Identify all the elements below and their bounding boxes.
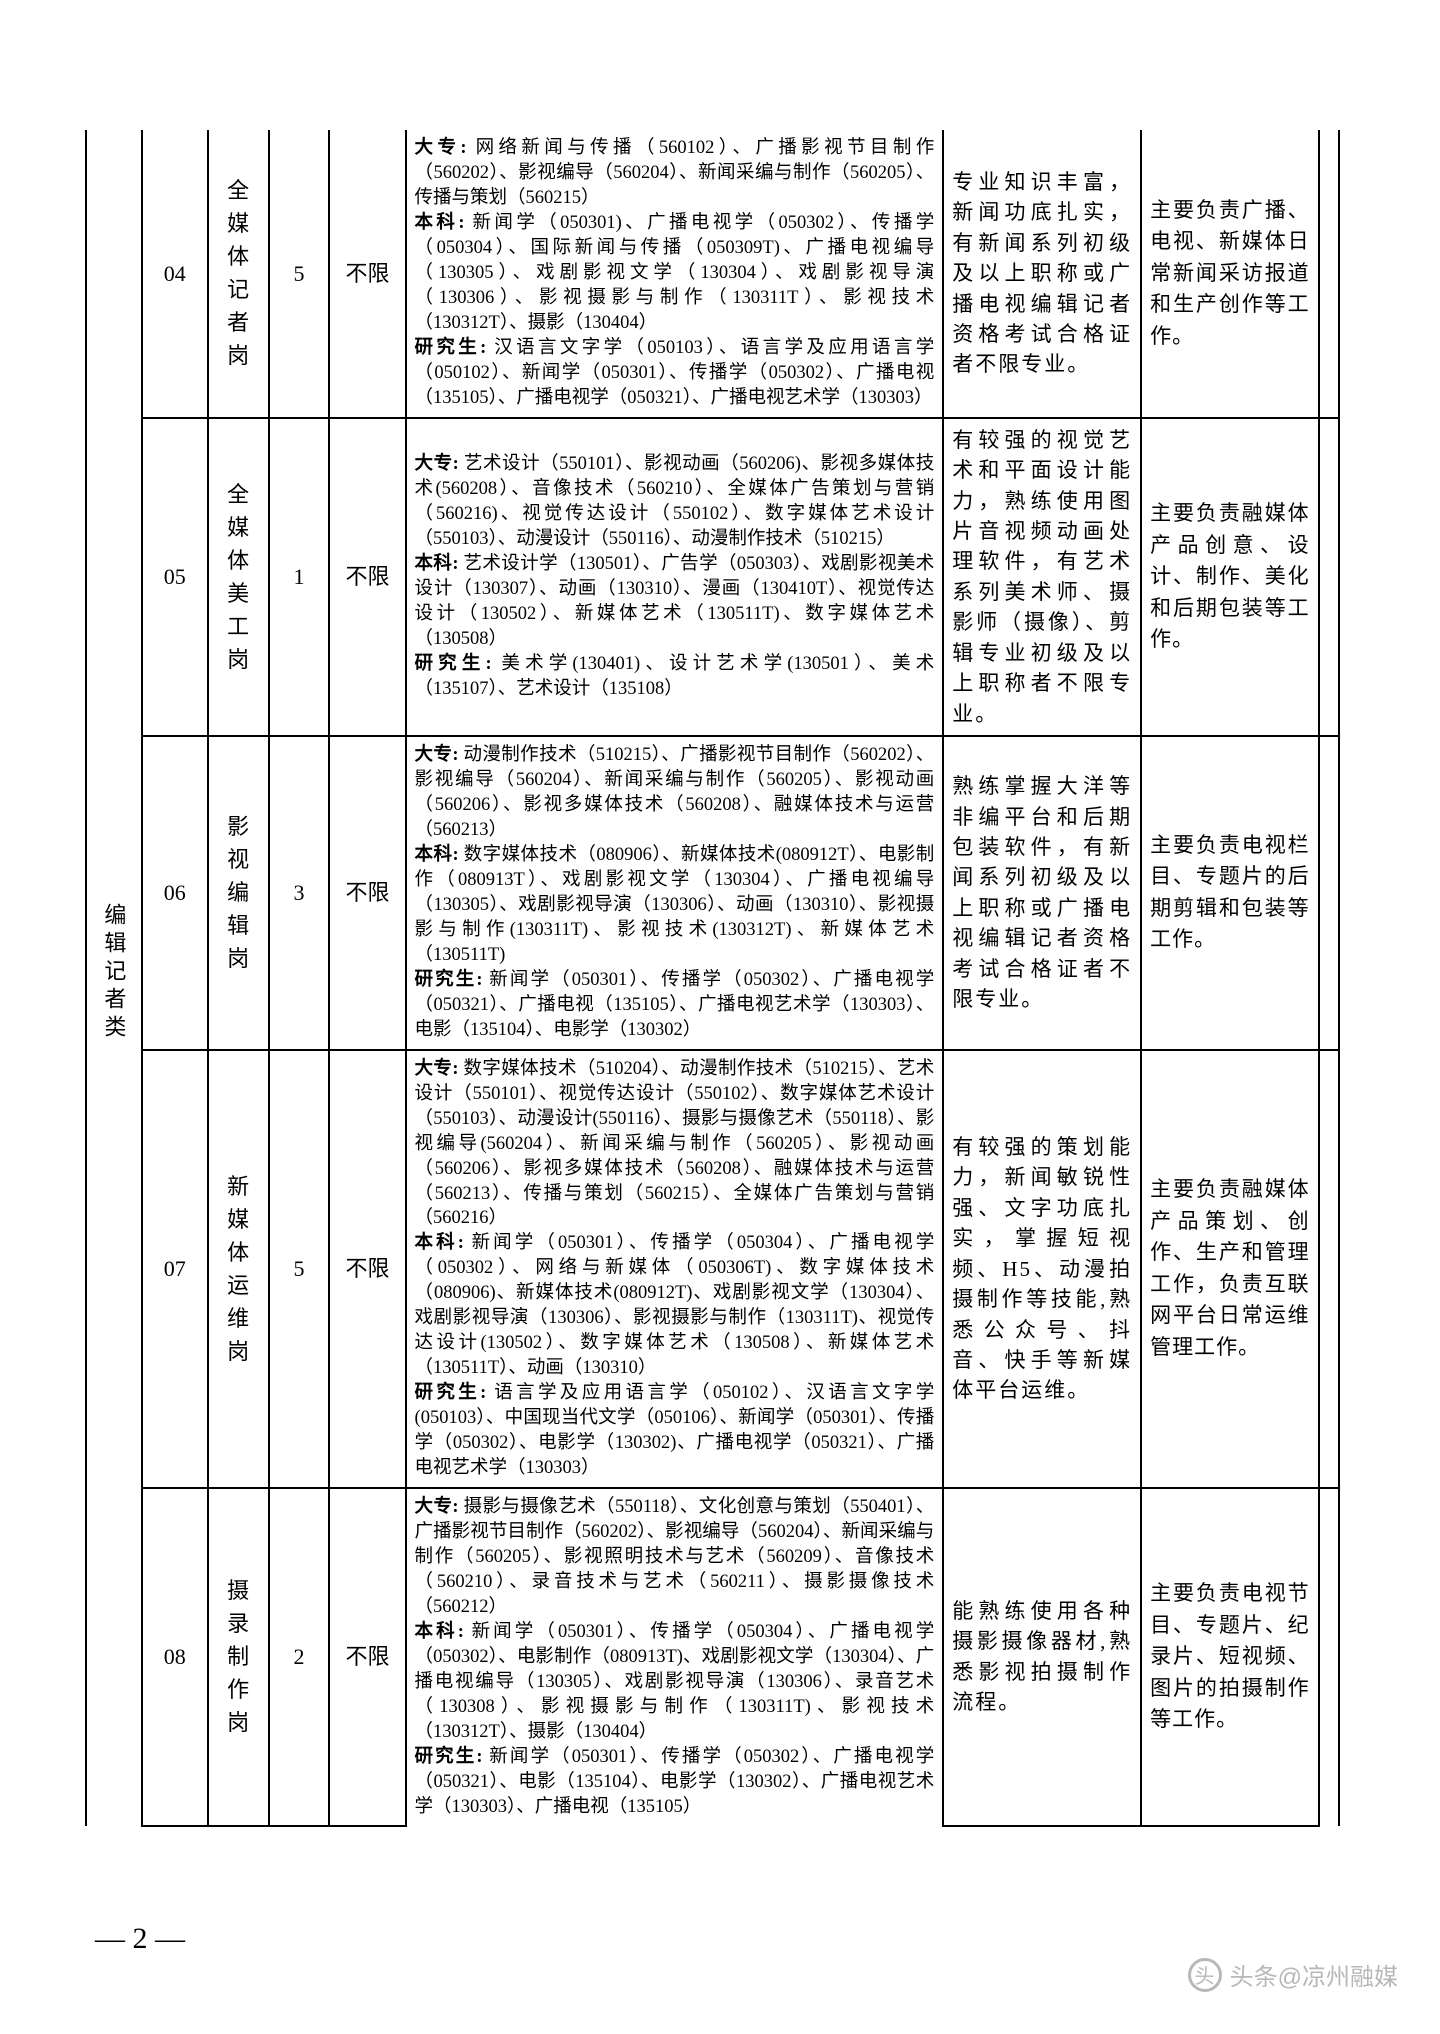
limit-cell: 不限	[329, 1488, 405, 1826]
position-count: 1	[269, 418, 330, 736]
duty-description: 主要负责融媒体产品创意、设计、制作、美化和后期包装等工作。	[1141, 418, 1319, 736]
duty-description: 主要负责广播、电视、新媒体日常新闻采访报道和生产创作等工作。	[1141, 130, 1319, 418]
major-requirements: 大专: 网络新闻与传播（560102）、广播影视节目制作（560202）、影视编…	[406, 130, 944, 418]
major-requirements: 大专: 动漫制作技术（510215）、广播影视节目制作（560202）、影视编导…	[406, 736, 944, 1050]
empty-cell	[1319, 130, 1339, 418]
limit-cell: 不限	[329, 1050, 405, 1488]
category-cell: 编辑记者类	[86, 130, 142, 1826]
duty-description: 主要负责融媒体产品策划、创作、生产和管理工作，负责互联网平台日常运维管理工作。	[1141, 1050, 1319, 1488]
position-name: 摄录制作岗	[208, 1488, 269, 1826]
limit-cell: 不限	[329, 130, 405, 418]
position-name: 新媒体运维岗	[208, 1050, 269, 1488]
duty-description: 主要负责电视节目、专题片、纪录片、短视频、图片的拍摄制作等工作。	[1141, 1488, 1319, 1826]
watermark-text: 头条@凉州融媒	[1230, 1957, 1398, 1992]
extra-requirements: 有较强的视觉艺术和平面设计能力，熟练使用图片音视频动画处理软件，有艺术系列美术师…	[943, 418, 1141, 736]
limit-cell: 不限	[329, 736, 405, 1050]
position-name: 全媒体记者岗	[208, 130, 269, 418]
position-code: 07	[142, 1050, 208, 1488]
recruitment-table: 编辑记者类04全媒体记者岗5不限大专: 网络新闻与传播（560102）、广播影视…	[85, 130, 1340, 1827]
position-code: 08	[142, 1488, 208, 1826]
position-count: 3	[269, 736, 330, 1050]
empty-cell	[1319, 1488, 1339, 1826]
extra-requirements: 熟练掌握大洋等非编平台和后期包装软件，有新闻系列初级及以上职称或广播电视编辑记者…	[943, 736, 1141, 1050]
watermark: 头条@凉州融媒	[1188, 1957, 1398, 1992]
position-name: 全媒体美工岗	[208, 418, 269, 736]
extra-requirements: 能熟练使用各种摄影摄像器材,熟悉影视拍摄制作流程。	[943, 1488, 1141, 1826]
position-count: 2	[269, 1488, 330, 1826]
position-count: 5	[269, 1050, 330, 1488]
position-code: 06	[142, 736, 208, 1050]
page-number: — 2 —	[95, 1922, 185, 1956]
position-count: 5	[269, 130, 330, 418]
empty-cell	[1319, 736, 1339, 1050]
document-page: 编辑记者类04全媒体记者岗5不限大专: 网络新闻与传播（560102）、广播影视…	[85, 130, 1340, 1827]
position-code: 04	[142, 130, 208, 418]
empty-cell	[1319, 1050, 1339, 1488]
limit-cell: 不限	[329, 418, 405, 736]
extra-requirements: 有较强的策划能力，新闻敏锐性强、文字功底扎实，掌握短视频、H5、动漫拍摄制作等技…	[943, 1050, 1141, 1488]
major-requirements: 大专: 摄影与摄像艺术（550118）、文化创意与策划（550401）、广播影视…	[406, 1488, 944, 1826]
watermark-icon	[1188, 1958, 1222, 1992]
major-requirements: 大专: 艺术设计（550101）、影视动画（560206)、影视多媒体技术(56…	[406, 418, 944, 736]
position-name: 影视编辑岗	[208, 736, 269, 1050]
empty-cell	[1319, 418, 1339, 736]
category-label: 编辑记者类	[97, 903, 130, 1043]
major-requirements: 大专: 数字媒体技术（510204）、动漫制作技术（510215）、艺术设计（5…	[406, 1050, 944, 1488]
duty-description: 主要负责电视栏目、专题片的后期剪辑和包装等工作。	[1141, 736, 1319, 1050]
position-code: 05	[142, 418, 208, 736]
extra-requirements: 专业知识丰富，新闻功底扎实，有新闻系列初级及以上职称或广播电视编辑记者资格考试合…	[943, 130, 1141, 418]
